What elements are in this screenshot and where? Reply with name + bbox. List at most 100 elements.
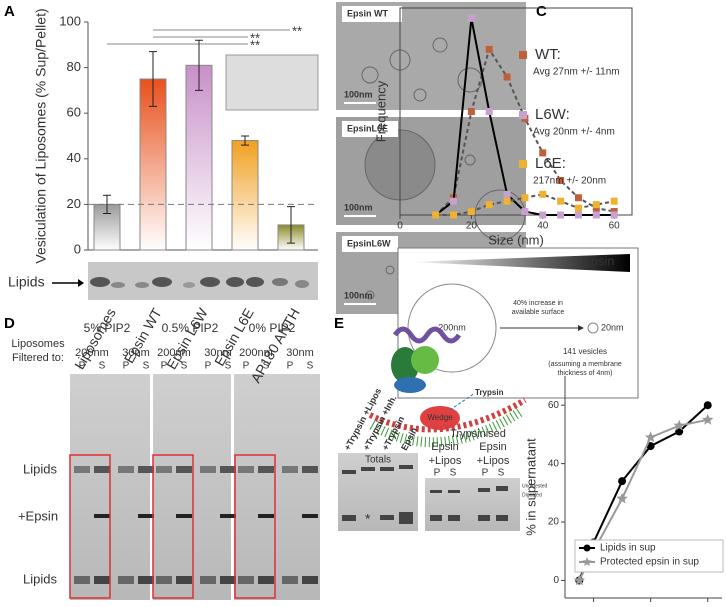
band (94, 466, 110, 473)
legend-label: Protected epsin in sup (600, 557, 699, 568)
gel-bands (90, 277, 309, 288)
band (176, 576, 192, 584)
condition: 0.5% PIP2 (162, 321, 219, 335)
error-bar (103, 194, 111, 215)
fraction-label: S (225, 361, 232, 372)
fraction-label: P (161, 361, 168, 372)
legend-note: 217nm +/- 20nm (533, 176, 606, 187)
label-box (342, 121, 398, 137)
y-tick-label: 0 (553, 575, 559, 586)
y-tick-label: 20 (548, 517, 560, 528)
marker (592, 201, 600, 209)
x-tick-label: Epsin L6E (211, 305, 257, 368)
y-tick-label: 0 (74, 241, 81, 256)
x-tick-label: 0 (397, 221, 403, 232)
band-label: Undigested (522, 483, 548, 489)
marker (574, 211, 582, 219)
panel-label: C (536, 3, 547, 20)
marker (557, 177, 565, 184)
significance-brackets (107, 29, 290, 45)
lane-label: Epsin +Lipos (477, 441, 510, 467)
fraction-label: P (243, 361, 250, 372)
y-tick-label: 80 (67, 59, 81, 74)
filter-size: 200nm (239, 347, 273, 359)
band (258, 576, 274, 584)
bar (93, 203, 121, 251)
inset-box (397, 247, 639, 399)
marker (503, 197, 511, 205)
filter-size: 200nm (75, 347, 109, 359)
micrograph-label: EpsinL6E (347, 123, 388, 133)
marker (539, 190, 547, 198)
inset-note: 141 vesicles (563, 347, 607, 356)
panel-label: D (4, 315, 15, 332)
band (220, 514, 236, 518)
bar (231, 140, 259, 251)
label-box (342, 236, 398, 252)
row-label: Lipids (23, 461, 57, 476)
large-liposome (407, 283, 497, 373)
x-tick-label: Liposomes (71, 305, 119, 372)
band (94, 576, 110, 584)
filter-size: 200nm (157, 347, 191, 359)
y-tick-label: 20 (67, 196, 81, 211)
marker (503, 73, 511, 81)
x-tick-label: 20 (466, 221, 478, 232)
band (138, 514, 154, 518)
marker (616, 492, 628, 504)
scale-bars (344, 102, 376, 305)
marker (467, 108, 475, 115)
band-label: Digested (522, 492, 542, 498)
marker (521, 208, 529, 216)
micrograph-label: Epsin WT (347, 8, 388, 18)
label-box (342, 6, 402, 22)
inset-label: 20nm (601, 322, 624, 332)
fraction-label: P (79, 361, 86, 372)
fraction-label: S (263, 361, 270, 372)
band (282, 576, 298, 584)
band (220, 576, 236, 584)
small-vesicle (587, 322, 599, 334)
filter-size: 30nm (286, 347, 314, 359)
legend-marker (519, 160, 527, 168)
band (220, 466, 236, 473)
band (74, 576, 90, 584)
marker (432, 211, 440, 219)
filter-size: 30nm (122, 347, 150, 359)
highlight-boxes (69, 454, 276, 599)
panel-label: E (334, 315, 344, 332)
marker (574, 194, 582, 202)
marker (573, 574, 585, 586)
band (302, 514, 318, 518)
fraction-label: P (205, 361, 212, 372)
fraction-label: S (99, 361, 106, 372)
y-tick-label: 40 (67, 150, 81, 165)
error-bar (195, 39, 203, 91)
band (200, 576, 216, 584)
annotation: Trypsin (475, 388, 504, 397)
condition: 0% PIP2 (249, 321, 296, 335)
band (258, 514, 274, 518)
marker (673, 419, 685, 431)
band (138, 576, 154, 584)
y-tick-label: 100 (59, 13, 81, 28)
marker (521, 194, 529, 202)
scale-bar-label: 100nm (344, 89, 373, 99)
band (156, 576, 172, 584)
marker (485, 201, 493, 209)
band (176, 466, 192, 473)
legend-label: L6W: (535, 106, 570, 123)
fraction-label: P (482, 468, 489, 479)
band (156, 466, 172, 473)
panel-label: A (4, 3, 15, 20)
legend-label: WT: (535, 46, 561, 63)
inset-note: (assuming a membrane (548, 361, 622, 368)
gel (425, 478, 520, 531)
band (94, 514, 110, 518)
band (302, 576, 318, 584)
annotation: Wedge (427, 413, 453, 422)
protein-structure (368, 326, 527, 448)
error-bar (241, 135, 249, 146)
y-axis-label: % in supernatant (523, 438, 538, 536)
inset-label: 200nm (438, 322, 466, 332)
